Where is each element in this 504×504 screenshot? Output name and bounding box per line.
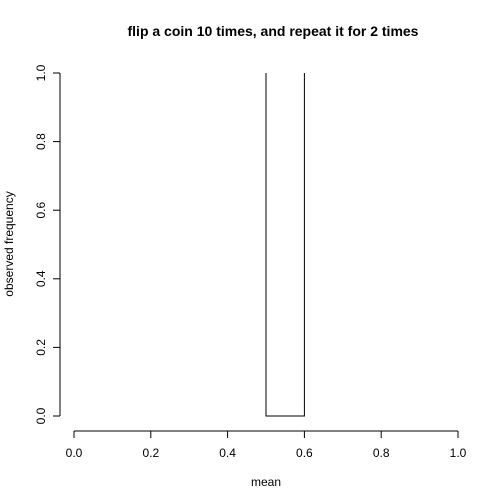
x-tick-label: 0.8 (373, 446, 390, 460)
x-tick-label: 0.2 (142, 446, 159, 460)
chart-title: flip a coin 10 times, and repeat it for … (128, 23, 419, 39)
y-tick-label: 0.8 (34, 133, 48, 150)
x-tick-label: 0.6 (296, 446, 313, 460)
x-tick-label: 1.0 (450, 446, 467, 460)
y-tick-label: 0.6 (34, 202, 48, 219)
y-tick-label: 0.4 (34, 270, 48, 287)
data-layer (265, 73, 305, 417)
y-tick-label: 1.0 (34, 64, 48, 81)
y-axis: 0.0 0.2 0.4 0.6 0.8 1.0 (34, 64, 61, 424)
y-tick-label: 0.0 (34, 407, 48, 424)
x-tick-label: 0.0 (66, 446, 83, 460)
y-axis-label: observed frequency (2, 191, 16, 296)
x-tick-label: 0.4 (219, 446, 236, 460)
x-axis: 0.0 0.2 0.4 0.6 0.8 1.0 (66, 430, 467, 460)
y-tick-label: 0.2 (34, 339, 48, 356)
series-line (265, 73, 305, 417)
x-axis-label: mean (251, 475, 281, 489)
